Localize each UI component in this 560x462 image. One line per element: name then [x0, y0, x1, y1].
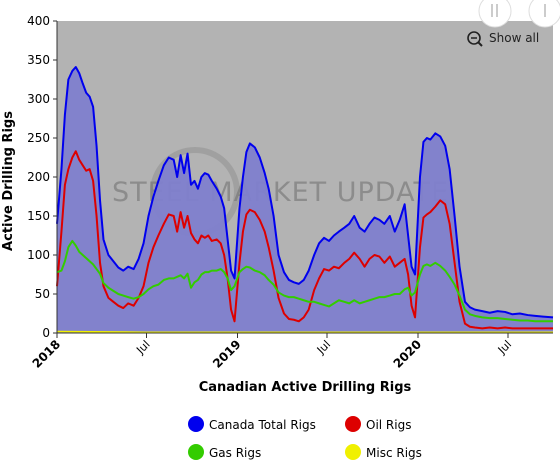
legend-swatch: [345, 444, 361, 460]
series-layer: [56, 66, 554, 334]
x-tick-label: Jul: [133, 338, 152, 357]
x-axis-title: Canadian Active Drilling Rigs: [199, 380, 412, 395]
series-oil-rigs: [56, 150, 553, 330]
series-misc-rigs: [56, 330, 553, 333]
legend: Canada Total Rigs Oil Rigs Gas Rigs Misc Ri…: [188, 416, 422, 460]
series-gas-rigs: [56, 239, 553, 323]
legend-item-canada-total-rigs[interactable]: Canada Total Rigs: [188, 416, 316, 432]
x-tick-label: 2018: [30, 337, 64, 371]
zoom-out-icon: [467, 31, 481, 45]
legend-label: Oil Rigs: [366, 418, 411, 432]
series-line[interactable]: [56, 66, 554, 319]
show-all-button[interactable]: Show all: [467, 31, 539, 47]
show-all-label[interactable]: Show all: [489, 31, 539, 45]
y-tick-label: 250: [27, 131, 50, 145]
x-tick-label: 2020: [391, 337, 425, 371]
y-tick-label: 0: [42, 326, 50, 340]
legend-item-misc-rigs[interactable]: Misc Rigs: [345, 444, 422, 460]
legend-label: Misc Rigs: [366, 446, 422, 460]
series-area: [57, 67, 553, 334]
range-handle-right[interactable]: [528, 0, 560, 28]
y-tick-label: 100: [27, 248, 50, 262]
y-tick-label: 350: [27, 53, 50, 67]
y-axis-title: Active Drilling Rigs: [1, 111, 16, 251]
range-handle-left[interactable]: [478, 0, 512, 28]
y-tick-label: 50: [35, 287, 50, 301]
x-tick-label: 2019: [210, 337, 244, 371]
series-canada-total-rigs: [56, 66, 554, 334]
y-tick-label: 300: [27, 92, 50, 106]
legend-swatch: [188, 444, 204, 460]
x-tick-label: Jul: [314, 338, 333, 357]
legend-item-oil-rigs[interactable]: Oil Rigs: [345, 416, 411, 432]
legend-item-gas-rigs[interactable]: Gas Rigs: [188, 444, 261, 460]
series-line[interactable]: [56, 330, 553, 333]
x-tick-label: Jul: [495, 338, 514, 357]
y-tick-label: 150: [27, 209, 50, 223]
legend-label: Canada Total Rigs: [209, 418, 316, 432]
series-line[interactable]: [56, 239, 553, 323]
series-line[interactable]: [56, 150, 553, 330]
legend-swatch: [188, 416, 204, 432]
y-tick-label: 400: [27, 14, 50, 28]
y-tick-label: 200: [27, 170, 50, 184]
legend-swatch: [345, 416, 361, 432]
legend-label: Gas Rigs: [209, 446, 261, 460]
